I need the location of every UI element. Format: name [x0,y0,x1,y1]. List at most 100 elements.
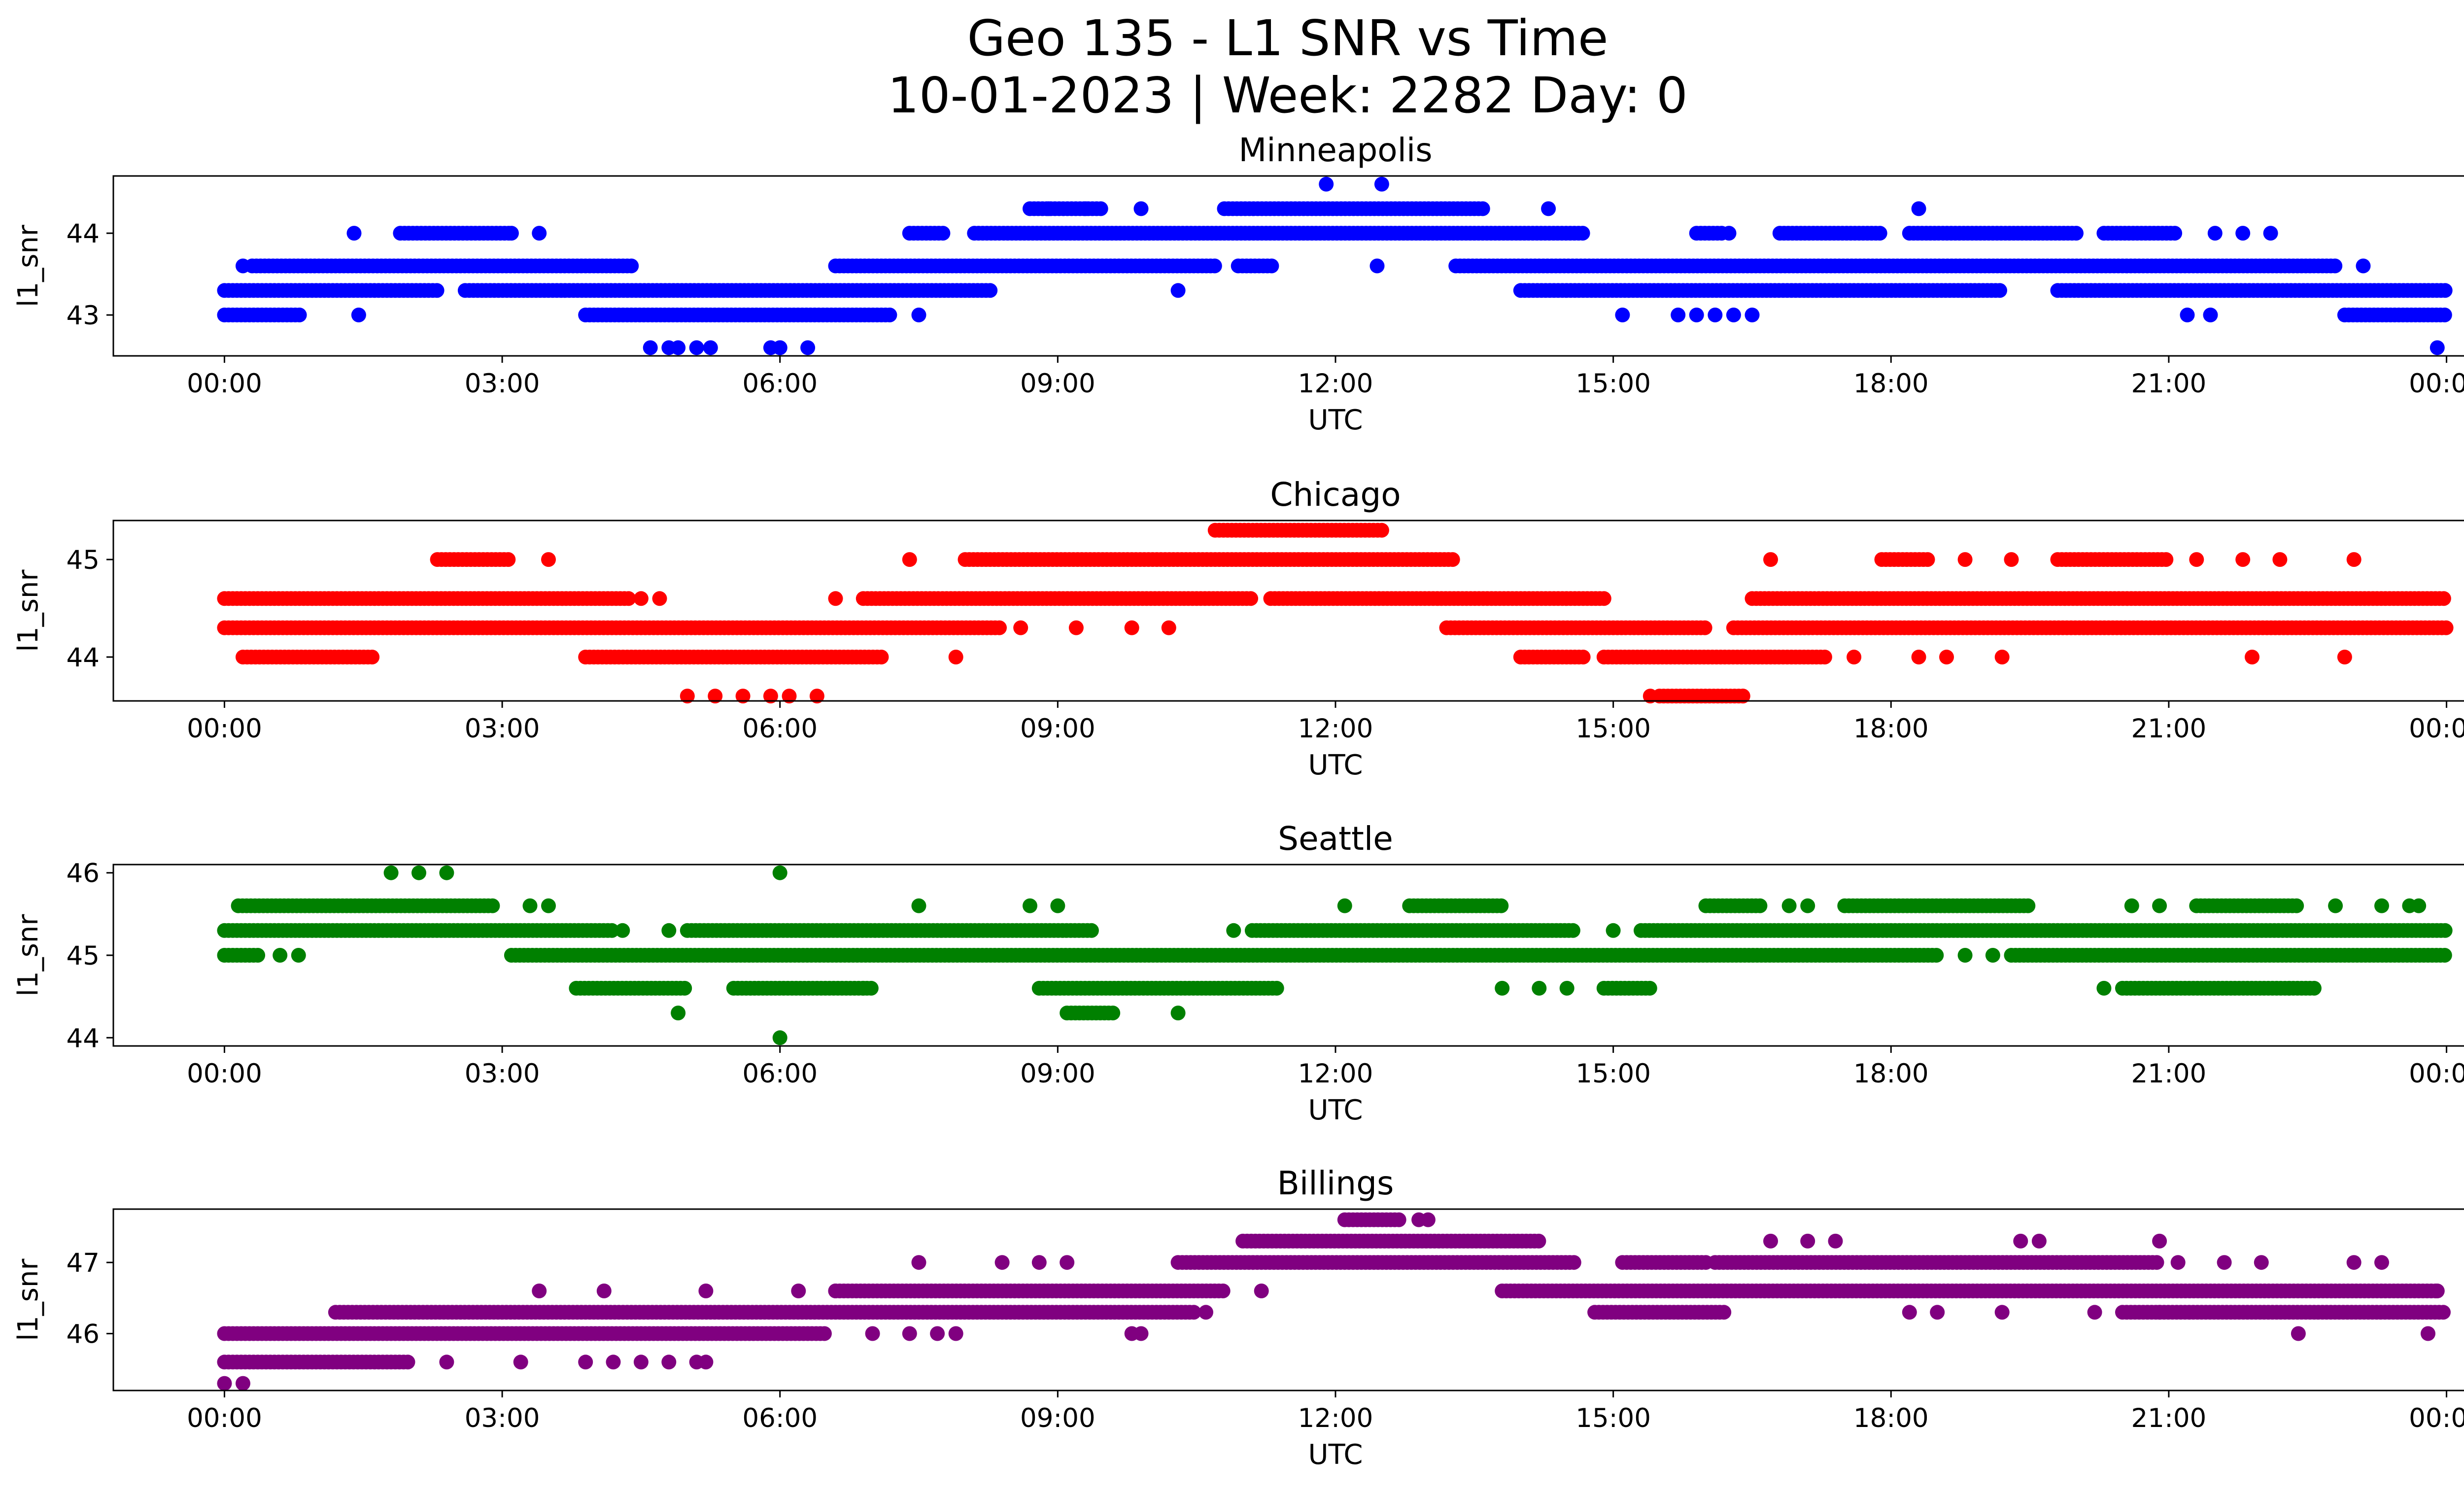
x-tick-label: 00:00 [2409,369,2464,399]
data-point [1337,898,1352,913]
data-point [2437,308,2452,322]
data-point [541,898,556,913]
data-point [1992,283,2007,298]
data-point [2152,898,2167,913]
data-point [763,689,778,704]
data-point [2207,226,2223,241]
data-point [1093,201,1108,216]
data-point [485,898,500,913]
data-point [1800,898,1815,913]
x-tick-label: 06:00 [742,369,818,399]
data-point [735,689,751,704]
x-tick-label: 00:00 [187,714,262,744]
data-point [1013,620,1028,635]
data-point [772,865,787,880]
data-point [2272,552,2288,567]
data-series [217,522,2454,704]
data-point [291,948,306,963]
data-point [671,340,686,355]
data-point [2124,898,2139,913]
data-point [1494,898,1509,913]
y-tick-label: 45 [67,941,100,971]
data-point [250,948,266,963]
data-point [708,689,723,704]
data-point [882,308,897,322]
data-point [411,865,426,880]
data-point [292,308,307,322]
x-tick-label: 03:00 [465,369,540,399]
data-point [1763,552,1778,567]
y-tick-label: 44 [67,219,100,249]
data-point [1911,650,1926,664]
data-point [1068,620,1084,635]
data-point [532,226,547,241]
data-point [1847,650,1862,664]
data-point [652,591,667,606]
data-point [522,898,538,913]
data-point [1078,201,1093,216]
panels-group: Minneapolis 00:00 03:00 06:00 09:00 12:00 15:0… [12,131,2464,1471]
data-point [1207,258,1222,274]
data-series [217,1212,2451,1391]
data-point [874,650,889,664]
data-point [1643,689,1658,704]
x-tick-label: 00:00 [187,369,262,399]
x-axis-label: UTC [1308,404,1363,436]
data-point [2436,1305,2451,1320]
data-point [1575,226,1590,241]
x-axis-label: UTC [1308,749,1363,781]
data-point [1697,620,1712,635]
data-point [2158,552,2174,567]
data-point [273,948,288,963]
panel-title: Minneapolis [1238,131,1432,169]
data-point [992,620,1007,635]
x-tick-label: 00:00 [2409,1059,2464,1089]
x-tick-label: 12:00 [1298,714,1373,744]
data-point [935,226,951,241]
data-point [2346,552,2361,567]
data-point [1689,308,1704,322]
data-point [2004,552,2019,567]
data-point [1671,308,1686,322]
data-point [1319,176,1334,192]
data-point [643,340,658,355]
data-point [1532,980,1547,996]
data-point [351,308,366,322]
x-tick-label: 03:00 [465,714,540,744]
x-tick-label: 15:00 [1575,714,1651,744]
data-point [902,552,917,567]
data-point [1124,620,1139,635]
data-point [911,898,926,913]
data-point [1726,308,1741,322]
panel-title: Chicago [1270,476,1401,514]
data-series [217,865,2453,1045]
data-point [439,865,454,880]
data-point [2235,226,2251,241]
data-point [1994,650,2010,664]
data-point [346,226,362,241]
data-point [1735,689,1750,704]
data-point [2306,980,2322,996]
data-point [2437,948,2452,963]
data-point [1920,552,1935,567]
data-point [400,1355,415,1370]
y-tick-label: 44 [67,643,100,673]
x-tick-label: 00:00 [2409,714,2464,744]
data-point [2235,552,2251,567]
data-point [680,689,695,704]
data-point [1872,226,1887,241]
y-axis-label: l1_snr [12,914,44,997]
data-point [429,283,445,298]
data-point [2437,283,2453,298]
data-point [1559,980,1574,996]
data-point [809,689,824,704]
chart-title: Geo 135 - L1 SNR vs Time [967,9,1608,67]
data-point [983,283,998,298]
data-point [1781,898,1797,913]
data-point [615,923,630,938]
data-point [1565,923,1580,938]
x-tick-label: 09:00 [1020,714,1095,744]
